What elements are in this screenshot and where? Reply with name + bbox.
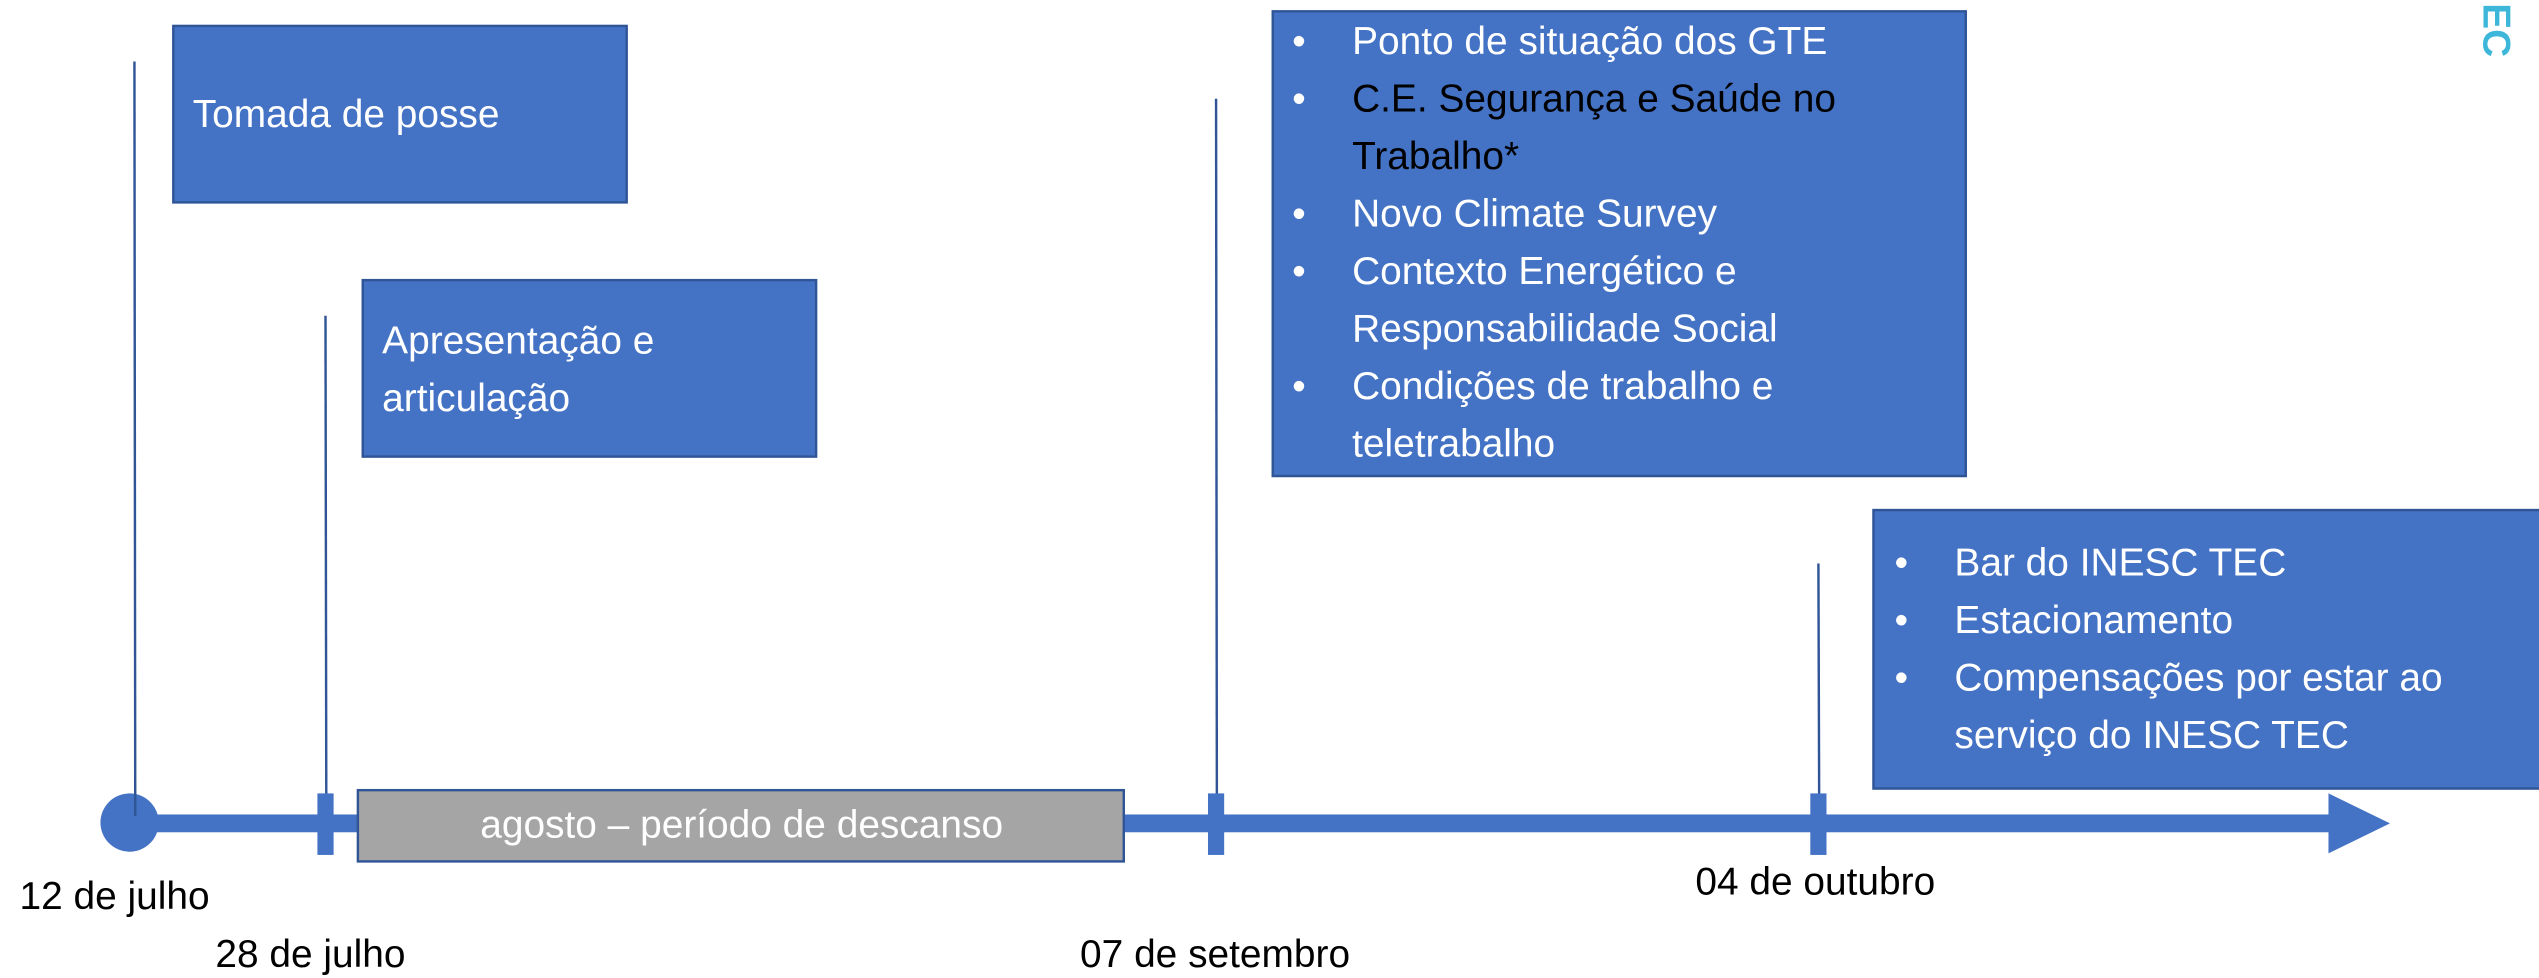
bullet: • (1292, 77, 1306, 120)
item-text: Bar do INESC TEC (1954, 541, 2286, 584)
break-label: agosto – período de descanso (480, 804, 1003, 847)
date-label: 07 de setembro (1080, 933, 1350, 976)
item-text: Apresentação e (382, 320, 654, 363)
bullet: • (1895, 541, 1909, 584)
item-text: C.E. Segurança e Saúde no (1352, 77, 1836, 120)
tick (317, 793, 334, 855)
item-text: Responsabilidade Social (1352, 307, 1778, 350)
bullet: • (1895, 599, 1909, 642)
event-box (1271, 10, 1967, 478)
bullet: • (1292, 250, 1306, 293)
item-text: teletrabalho (1352, 422, 1555, 465)
start-dot (100, 793, 159, 852)
bullet: • (1292, 365, 1306, 408)
break-box (356, 788, 1125, 863)
item-text: Novo Climate Survey (1352, 192, 1718, 235)
bullet: • (1292, 192, 1306, 235)
tick (1810, 793, 1827, 855)
item-text: Compensações por estar ao (1954, 656, 2442, 699)
item-text: articulação (382, 377, 570, 420)
date-label: 04 de outubro (1695, 860, 1935, 903)
date-label: 28 de julho (215, 933, 405, 976)
event-box (1872, 508, 2539, 790)
bullet: • (1292, 20, 1306, 63)
item-text: Condições de trabalho e (1352, 365, 1773, 408)
logo: EC (2474, 3, 2517, 57)
item-text: Estacionamento (1954, 599, 2233, 642)
tick (1207, 793, 1225, 855)
connector (1214, 98, 1219, 817)
item-text: Trabalho* (1352, 135, 1519, 178)
bullet: • (1895, 656, 1909, 699)
axis-arrow (2328, 793, 2390, 854)
connector (133, 61, 137, 817)
item-text: Tomada de posse (193, 93, 500, 136)
item-text: Ponto de situação dos GTE (1352, 20, 1827, 63)
event-box (361, 278, 818, 458)
connector (1817, 563, 1821, 817)
event-box (172, 24, 628, 204)
item-text: serviço do INESC TEC (1954, 714, 2348, 757)
connector (324, 315, 328, 817)
date-label: 12 de julho (19, 875, 209, 918)
item-text: Contexto Energético e (1352, 250, 1737, 293)
